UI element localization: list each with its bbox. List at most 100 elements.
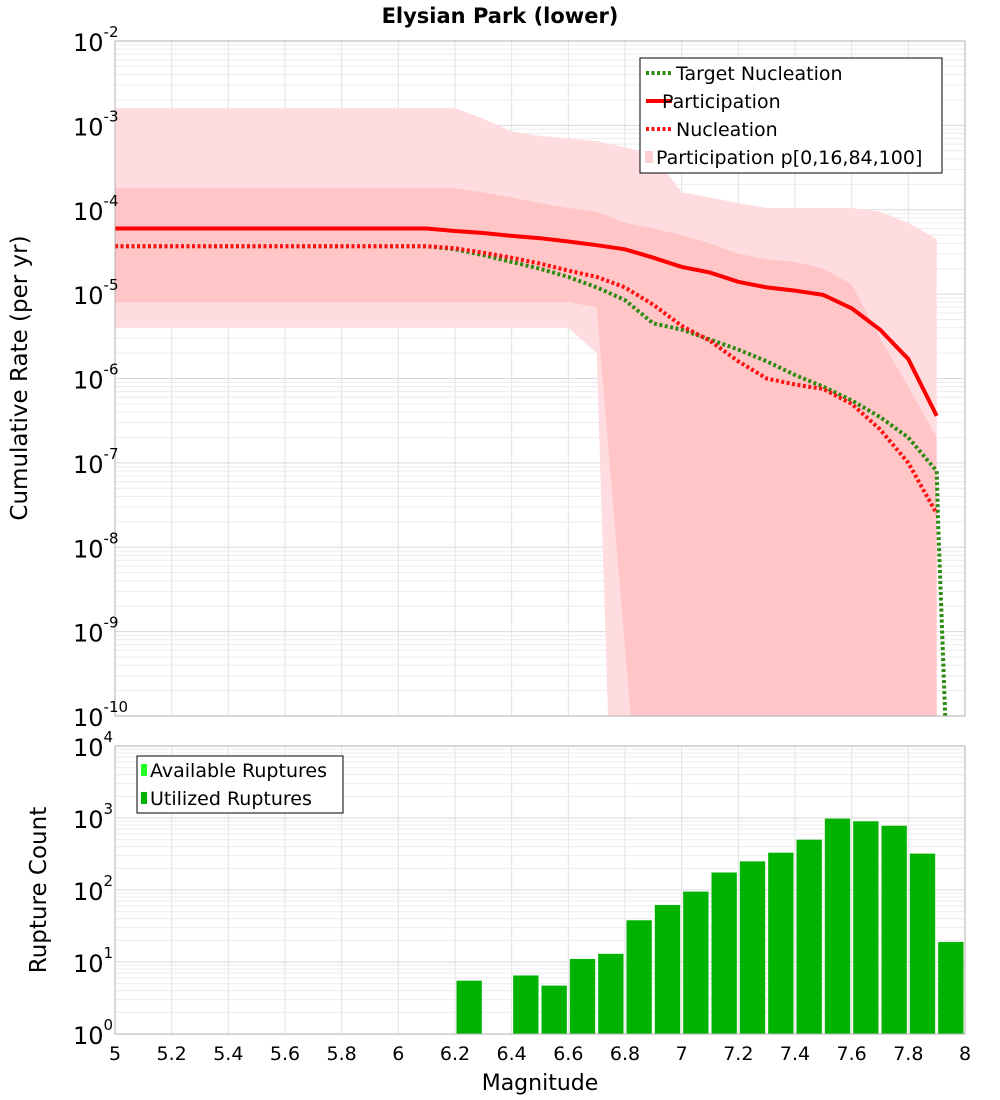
x-tick-label: 8 bbox=[959, 1043, 971, 1065]
bar bbox=[853, 821, 879, 1034]
x-tick-label: 7.8 bbox=[893, 1043, 923, 1065]
x-tick-label: 7.2 bbox=[723, 1043, 753, 1065]
legend-label: Available Ruptures bbox=[150, 760, 327, 782]
x-tick-label: 5 bbox=[109, 1043, 121, 1065]
count-plot-frame bbox=[114, 745, 966, 1035]
rate-y-tick-label: 10-3 bbox=[73, 107, 119, 141]
x-tick-label: 6 bbox=[392, 1043, 404, 1065]
bar bbox=[598, 953, 624, 1034]
x-tick-label: 5.8 bbox=[327, 1043, 357, 1065]
rate-bands bbox=[115, 108, 937, 717]
x-tick-label: 5.2 bbox=[157, 1043, 187, 1065]
count-y-tick-label: 103 bbox=[73, 800, 113, 834]
rate-y-tick-exponent: -8 bbox=[104, 529, 119, 547]
x-tick-label: 6.2 bbox=[440, 1043, 470, 1065]
count-y-tick-label: 101 bbox=[73, 944, 113, 978]
rate-y-tick-base: 10 bbox=[73, 198, 104, 226]
series-line-participation bbox=[115, 226, 939, 417]
rate-y-tick-exponent: -3 bbox=[104, 107, 119, 125]
count-y-tick-base: 10 bbox=[73, 806, 104, 834]
bar bbox=[711, 872, 737, 1034]
count-y-tick-base: 10 bbox=[73, 1022, 104, 1050]
rate-y-tick-base: 10 bbox=[73, 620, 104, 648]
bar bbox=[513, 975, 539, 1034]
legend-label: Nucleation bbox=[676, 119, 778, 141]
count-y-tick-exponent: 3 bbox=[104, 800, 114, 818]
x-tick-label: 7 bbox=[676, 1043, 688, 1065]
bar bbox=[569, 959, 596, 1034]
band-p16-p84 bbox=[115, 188, 937, 717]
x-tick-label: 6.8 bbox=[610, 1043, 640, 1065]
rate-y-tick-exponent: -2 bbox=[104, 23, 119, 41]
chart-title: Elysian Park (lower) bbox=[382, 4, 619, 28]
legend-swatch-bar bbox=[141, 764, 147, 776]
x-tick-label: 5.6 bbox=[270, 1043, 300, 1065]
count-y-tick-label: 104 bbox=[73, 728, 113, 762]
rate-lines bbox=[115, 226, 948, 717]
count-y-tick-base: 10 bbox=[73, 734, 104, 762]
legend-label: Utilized Ruptures bbox=[150, 788, 312, 810]
bar bbox=[456, 980, 482, 1034]
rate-y-tick-base: 10 bbox=[73, 704, 104, 732]
bar bbox=[739, 861, 766, 1034]
count-legend-box bbox=[136, 755, 344, 814]
count-bars bbox=[456, 818, 964, 1034]
count-y-tick-label: 102 bbox=[73, 872, 113, 906]
bar bbox=[881, 825, 907, 1034]
rate-y-tick-label: 10-9 bbox=[73, 614, 119, 648]
rate-y-tick-exponent: -9 bbox=[104, 614, 119, 632]
rate-legend-box bbox=[639, 57, 943, 174]
legend-swatch-bar bbox=[141, 792, 147, 804]
count-y-tick-exponent: 2 bbox=[104, 872, 114, 890]
count-grid bbox=[114, 746, 966, 1035]
rate-y-tick-label: 10-6 bbox=[73, 361, 119, 395]
rate-y-tick-label: 10-2 bbox=[73, 23, 119, 57]
legend-swatch-band bbox=[645, 151, 653, 163]
rate-y-tick-label: 10-5 bbox=[73, 276, 119, 310]
rate-y-tick-base: 10 bbox=[73, 282, 104, 310]
rate-y-tick-label: 10-8 bbox=[73, 529, 119, 563]
x-tick-label: 6.6 bbox=[553, 1043, 583, 1065]
x-tick-label: 5.4 bbox=[213, 1043, 243, 1065]
legend-label: Target Nucleation bbox=[675, 63, 843, 85]
x-tick-label: 6.4 bbox=[497, 1043, 527, 1065]
rate-y-tick-exponent: -10 bbox=[104, 698, 129, 716]
bar bbox=[824, 818, 851, 1034]
rate-y-tick-base: 10 bbox=[73, 535, 104, 563]
x-tick-labels: 5 5.2 5.4 5.6 5.8 6 6.2 6.4 6.6 6.8 7 7.2 7.4 7.6 7.8 8 bbox=[109, 1043, 971, 1065]
x-axis-label: Magnitude bbox=[482, 1071, 599, 1096]
rate-panel: Elysian Park (lower) 10-1010-910-810-710… bbox=[7, 4, 966, 732]
rate-y-tick-base: 10 bbox=[73, 451, 104, 479]
rate-plot-frame bbox=[114, 40, 966, 717]
legend-label: Participation p[0,16,84,100] bbox=[656, 147, 922, 169]
rate-y-tick-exponent: -4 bbox=[104, 192, 119, 210]
rate-y-tick-exponent: -5 bbox=[104, 276, 119, 294]
bar bbox=[768, 852, 794, 1034]
count-legend: Available Ruptures Utilized Ruptures bbox=[136, 755, 344, 814]
count-y-tick-exponent: 4 bbox=[104, 728, 114, 746]
bar bbox=[654, 904, 681, 1034]
x-tick-label: 7.6 bbox=[837, 1043, 867, 1065]
bar bbox=[683, 891, 709, 1034]
count-y-tick-base: 10 bbox=[73, 950, 104, 978]
rate-y-tick-label: 10-10 bbox=[73, 698, 128, 732]
rate-y-tick-base: 10 bbox=[73, 113, 104, 141]
legend-label: Participation bbox=[662, 91, 781, 113]
count-y-tick-label: 100 bbox=[73, 1016, 113, 1050]
rate-y-axis-label: Cumulative Rate (per yr) bbox=[7, 235, 33, 520]
count-y-axis-label: Rupture Count bbox=[26, 807, 52, 973]
rate-y-tick-exponent: -6 bbox=[104, 361, 119, 379]
bar bbox=[626, 920, 652, 1034]
rate-y-tick-base: 10 bbox=[73, 29, 104, 57]
count-y-tick-exponent: 1 bbox=[104, 944, 114, 962]
bar bbox=[541, 985, 567, 1034]
rate-y-tick-label: 10-7 bbox=[73, 445, 119, 479]
rate-y-tick-exponent: -7 bbox=[104, 445, 119, 463]
count-y-tick-base: 10 bbox=[73, 878, 104, 906]
bar bbox=[938, 941, 964, 1034]
bar bbox=[909, 853, 936, 1034]
x-tick-label: 7.4 bbox=[780, 1043, 810, 1065]
